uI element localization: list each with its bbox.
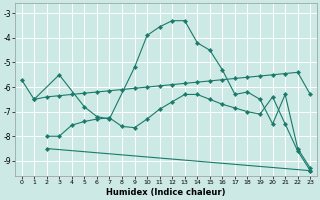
X-axis label: Humidex (Indice chaleur): Humidex (Indice chaleur)	[106, 188, 226, 197]
